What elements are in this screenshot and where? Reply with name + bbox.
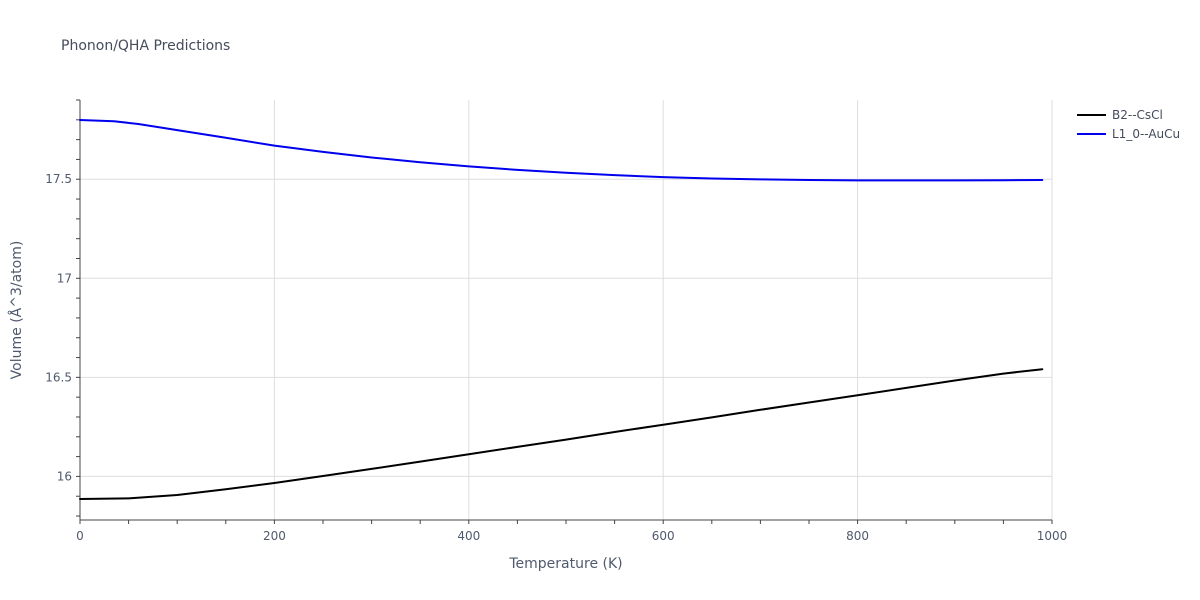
x-tick-label: 1000 [1037,529,1068,543]
x-tick-label: 800 [846,529,869,543]
legend-item[interactable]: L1_0--AuCu [1077,127,1180,141]
x-tick-label: 0 [76,529,84,543]
series-line-l1-0-aucu[interactable] [79,119,1044,182]
grid [80,100,1053,520]
y-tick-label: 17.5 [45,172,72,186]
chart-title: Phonon/QHA Predictions [61,38,230,54]
y-tick-label: 17 [57,271,72,285]
axes: 0 200 400 600 800 1000 16 16.5 17 17.5 [45,99,1068,543]
legend[interactable]: B2--CsCl L1_0--AuCu [1077,108,1180,141]
x-tick-label: 600 [652,529,675,543]
x-axis-title: Temperature (K) [508,556,622,572]
y-tick-label: 16.5 [45,370,72,384]
legend-item[interactable]: B2--CsCl [1077,108,1163,122]
legend-label: B2--CsCl [1112,108,1163,122]
x-tick-label: 200 [263,529,286,543]
x-tick-label: 400 [457,529,480,543]
y-tick-label: 16 [57,469,72,483]
plot-area [79,119,1044,500]
series-line-b2-cscl[interactable] [79,368,1044,500]
y-axis-title: Volume (Å^3/atom) [8,241,25,380]
legend-label: L1_0--AuCu [1112,127,1180,141]
